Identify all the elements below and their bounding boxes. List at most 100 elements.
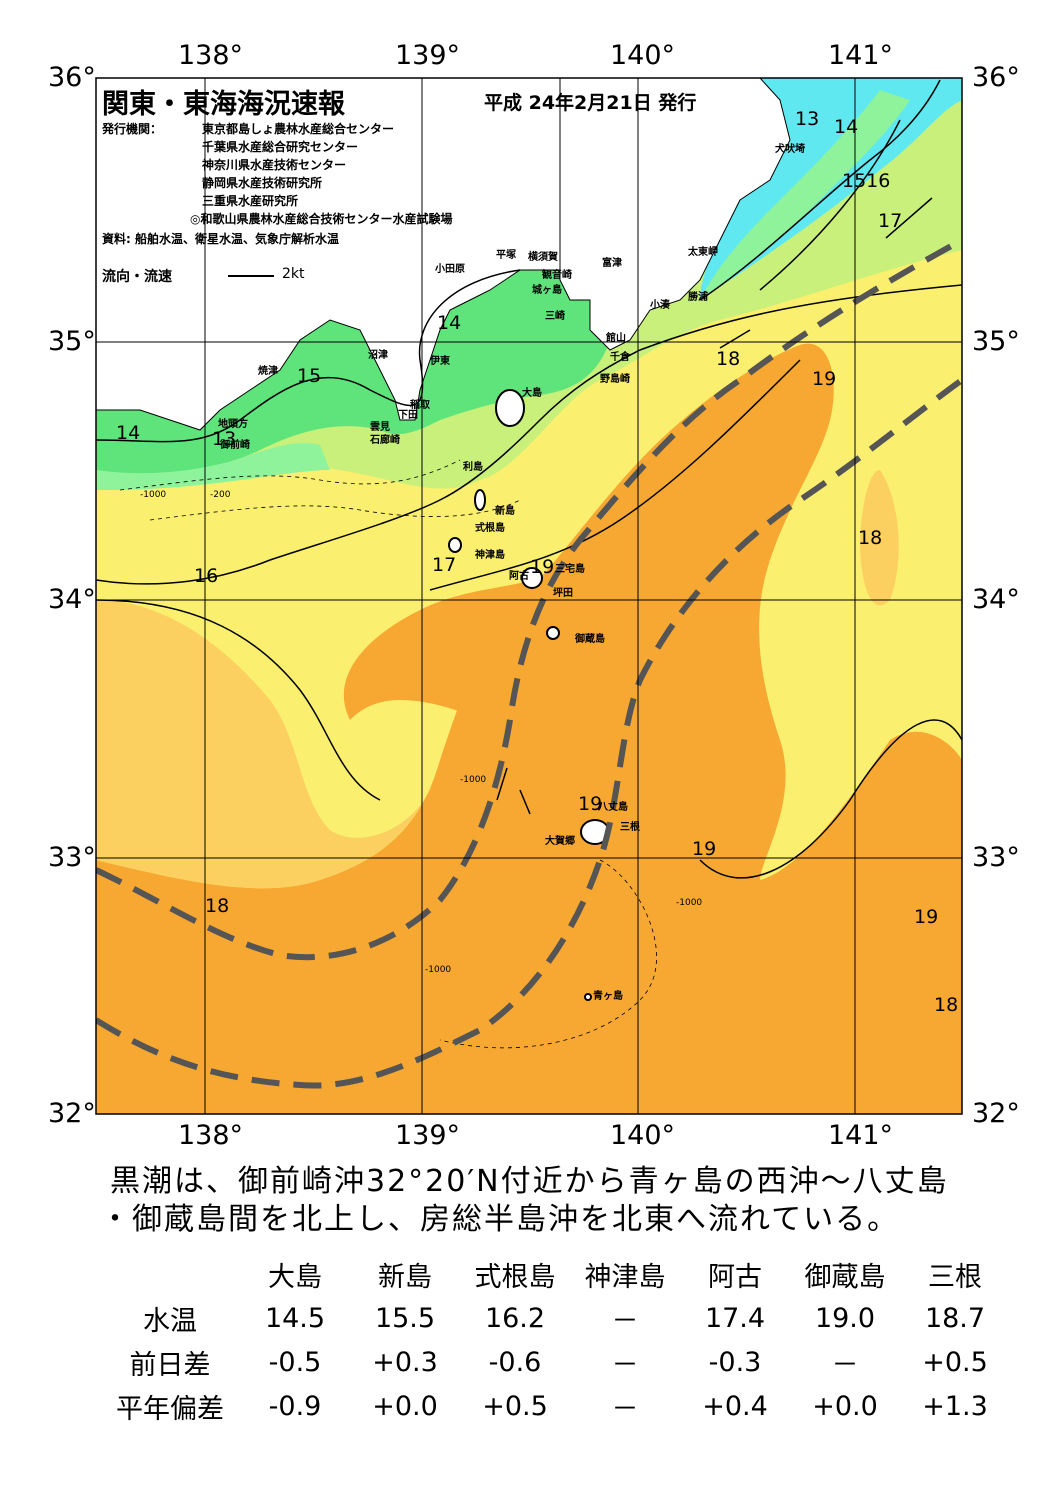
place-mitsune: 三根 xyxy=(620,822,640,833)
table-cell: － xyxy=(611,1393,639,1425)
table-cell: -0.3 xyxy=(708,1346,762,1378)
lat-tick-32-left: 32° xyxy=(48,1098,96,1129)
place-inatori: 稲取 xyxy=(410,400,430,411)
place-jogashima: 城ヶ島 xyxy=(532,285,562,296)
table-cell: － xyxy=(831,1349,859,1381)
lat-tick-35-right: 35° xyxy=(972,326,1020,357)
table-row: 水温 14.5 15.5 16.2 － 17.4 19.0 18.7 xyxy=(100,1296,1010,1340)
summary-line-1: 黒潮は、御前崎沖32°20′N付近から青ヶ島の西沖～八丈島 xyxy=(110,1164,949,1199)
table-cell: 16.2 xyxy=(484,1302,546,1334)
station-temperature-table: 大島 新島 式根島 神津島 阿古 御蔵島 三根 水温 14.5 15.5 16.… xyxy=(100,1252,1010,1428)
place-aogashima: 青ヶ島 xyxy=(593,991,623,1002)
place-kozushima: 神津島 xyxy=(475,550,505,561)
isotherm-label: 18 xyxy=(934,994,959,1016)
issuer-2: 千葉県水産総合研究センター xyxy=(202,140,359,154)
isotherm-label: 18 xyxy=(205,895,230,917)
column-header: 大島 xyxy=(268,1261,322,1293)
place-numazu: 沼津 xyxy=(368,350,388,361)
sea-temperature-map xyxy=(95,77,963,1115)
flow-legend-label: 流向・流速 xyxy=(102,269,172,285)
lon-tick-141-top: 141° xyxy=(828,40,894,71)
place-ako: 阿古 xyxy=(509,571,529,582)
place-shimoda: 下田 xyxy=(398,410,418,421)
place-tsubota: 坪田 xyxy=(553,588,573,599)
table-header-row: 大島 新島 式根島 神津島 阿古 御蔵島 三根 xyxy=(100,1252,1010,1296)
lon-tick-139-top: 139° xyxy=(395,40,461,71)
place-toshima: 利島 xyxy=(463,462,483,473)
map-frame xyxy=(95,77,963,1115)
lat-tick-33-left: 33° xyxy=(48,842,96,873)
column-header: 新島 xyxy=(378,1261,432,1293)
lat-tick-33-right: 33° xyxy=(972,842,1020,873)
isotherm-label: 14 xyxy=(437,312,462,334)
isotherm-label: 15 xyxy=(297,365,322,387)
isotherm-label: 16 xyxy=(194,565,219,587)
lon-tick-139-bottom: 139° xyxy=(395,1120,461,1151)
depth-label: -1000 xyxy=(460,775,487,785)
depth-label: -1000 xyxy=(676,898,703,908)
place-tateyama: 館山 xyxy=(606,333,626,344)
place-niijima: 新島 xyxy=(495,506,515,517)
issuer-label: 発行機関： xyxy=(102,122,163,136)
column-header: 三根 xyxy=(928,1261,982,1293)
isotherm-label: 17 xyxy=(878,210,903,232)
place-odawara: 小田原 xyxy=(435,264,465,275)
place-irozaki: 石廊崎 xyxy=(370,435,400,446)
lon-tick-138-top: 138° xyxy=(178,40,244,71)
table-cell: 14.5 xyxy=(264,1302,326,1334)
isotherm-label: 18 xyxy=(858,527,883,549)
column-header: 阿古 xyxy=(708,1261,762,1293)
isotherm-label: 1516 xyxy=(842,170,891,192)
flow-legend-value: 2kt xyxy=(282,266,305,282)
map-title: 関東・東海海況速報 xyxy=(102,89,345,120)
place-kannonzaki: 観音崎 xyxy=(542,270,572,281)
place-misaki: 三崎 xyxy=(545,311,565,322)
table-cell: +0.5 xyxy=(922,1346,988,1378)
lat-tick-34-left: 34° xyxy=(48,584,96,615)
place-okago: 大賀郷 xyxy=(545,836,575,847)
table-cell: 18.7 xyxy=(924,1302,986,1334)
table-cell: +0.3 xyxy=(372,1346,438,1378)
place-hachijojima: 八丈島 xyxy=(598,802,628,813)
summary-line-2: ・御蔵島間を北上し、房総半島沖を北東へ流れている。 xyxy=(100,1202,900,1237)
table-cell: -0.5 xyxy=(268,1346,322,1378)
table-cell: － xyxy=(611,1349,639,1381)
table-cell: 17.4 xyxy=(704,1302,766,1334)
issuer-4: 静岡県水産技術研究所 xyxy=(202,176,323,190)
isotherm-label: 19 xyxy=(578,793,603,815)
place-hiratsuka: 平塚 xyxy=(496,250,516,261)
isotherm-label: 19 xyxy=(914,906,939,928)
flow-legend-arrow-icon xyxy=(228,275,274,277)
row-label: 前日差 xyxy=(129,1349,211,1381)
table-cell: -0.9 xyxy=(268,1390,322,1422)
isotherm-label: 13 xyxy=(212,428,237,450)
place-kumomi: 雲見 xyxy=(370,422,390,433)
table-cell: 19.0 xyxy=(814,1302,876,1334)
column-header: 神津島 xyxy=(584,1261,666,1293)
place-inubozaki: 犬吠埼 xyxy=(775,144,805,155)
lon-tick-140-top: 140° xyxy=(610,40,676,71)
oshima-island xyxy=(495,389,525,427)
isotherm-label: 17 xyxy=(432,554,457,576)
lon-tick-141-bottom: 141° xyxy=(828,1120,894,1151)
row-label: 水温 xyxy=(143,1305,197,1337)
depth-label: -1000 xyxy=(425,965,452,975)
column-header: 御蔵島 xyxy=(804,1261,886,1293)
isotherm-label: 14 xyxy=(116,422,141,444)
place-mikurajima: 御蔵島 xyxy=(575,634,605,645)
place-kominato: 小湊 xyxy=(650,300,670,311)
place-futtsu: 富津 xyxy=(602,258,622,269)
lon-tick-138-bottom: 138° xyxy=(178,1120,244,1151)
place-yokosuka: 横須賀 xyxy=(528,252,558,263)
table-row: 平年偏差 -0.9 +0.0 +0.5 － +0.4 +0.0 +1.3 xyxy=(100,1384,1010,1428)
depth-label: -1000 xyxy=(140,490,167,500)
issue-date: 平成 24年2月21日 発行 xyxy=(484,92,697,114)
place-taitomisaki: 太東岬 xyxy=(688,247,718,258)
place-omaezaki: 御前崎 xyxy=(220,440,250,451)
row-label: 平年偏差 xyxy=(116,1393,224,1425)
isotherm-label: 19 xyxy=(692,838,717,860)
place-shikinejima: 式根島 xyxy=(475,523,505,534)
lat-tick-34-right: 34° xyxy=(972,584,1020,615)
place-yaizu: 焼津 xyxy=(258,366,278,377)
issuer-6: ◎和歌山県農林水産総合技術センター水産試験場 xyxy=(190,212,453,226)
